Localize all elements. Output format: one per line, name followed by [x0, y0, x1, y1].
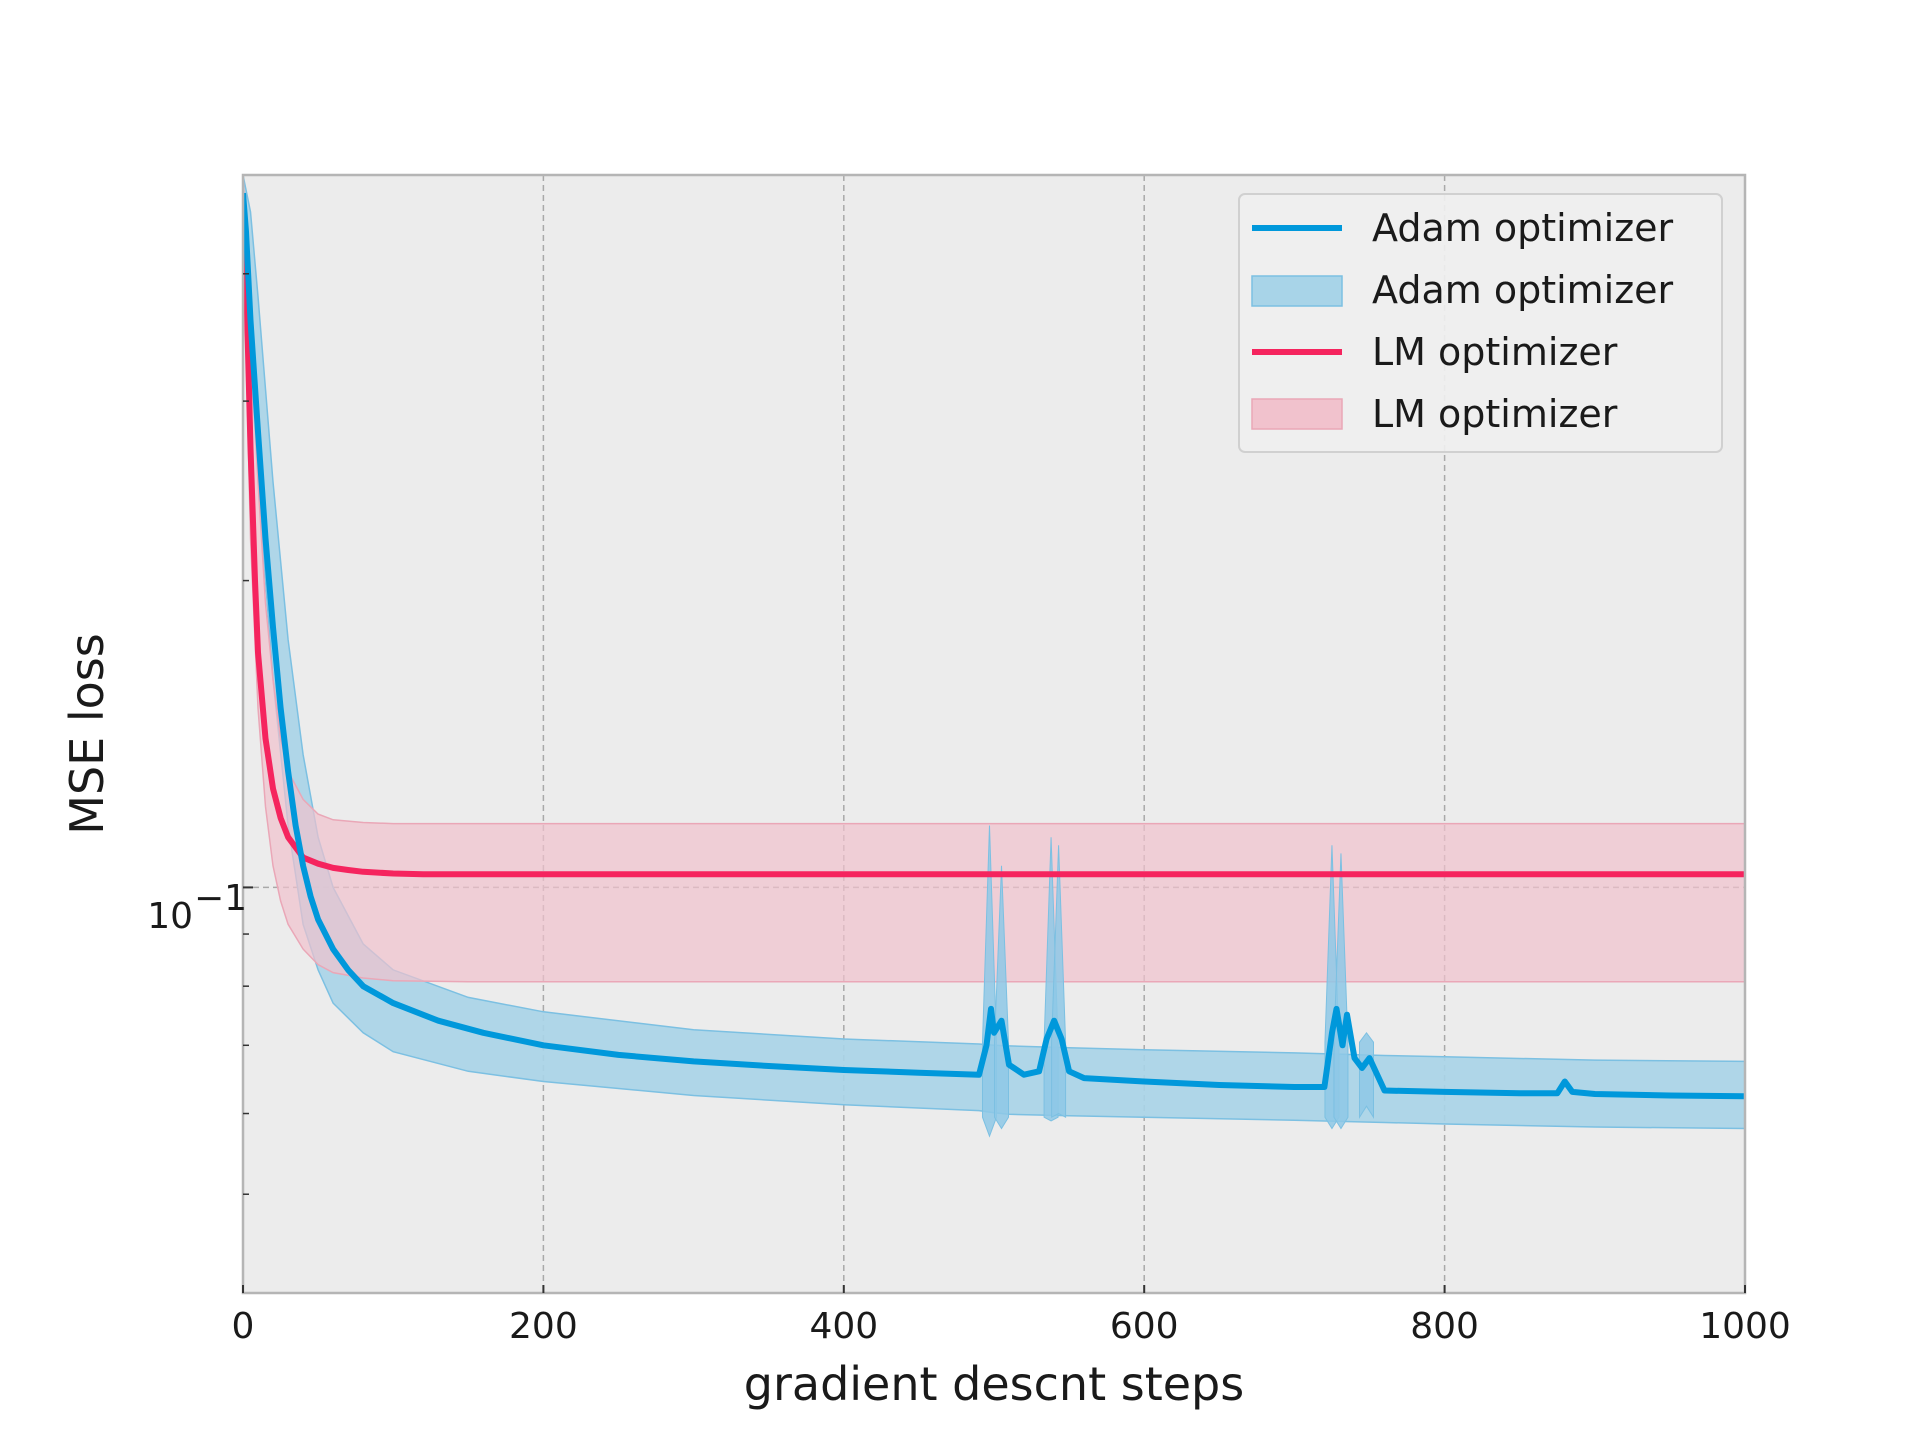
line-adam — [243, 192, 1745, 1100]
confidence-bands — [243, 175, 1745, 1138]
x-tick-label-0: 0 — [232, 1306, 255, 1347]
legend-label-adam-band: Adam optimizer — [1372, 268, 1674, 312]
x-tick-label-1000: 1000 — [1699, 1306, 1791, 1347]
legend-swatch-adam-band — [1251, 275, 1343, 307]
legend-entry-adam-line: Adam optimizer — [1252, 206, 1674, 250]
x-tick-label-400: 400 — [809, 1306, 878, 1347]
x-axis-label: gradient descnt steps — [744, 1357, 1244, 1411]
axis-ticks — [242, 273, 1746, 1293]
band-spike-1 — [994, 865, 1010, 1130]
legend-label-adam-line: Adam optimizer — [1372, 206, 1674, 250]
x-tick-label-600: 600 — [1110, 1306, 1179, 1347]
y-axis-label: MSE loss — [60, 633, 114, 834]
line-lm — [243, 192, 1745, 878]
legend: Adam optimizer Adam optimizer LM optimiz… — [1238, 193, 1723, 453]
legend-entry-adam-band: Adam optimizer — [1251, 268, 1674, 312]
legend-entry-lm-band: LM optimizer — [1251, 392, 1618, 436]
x-tick-label-200: 200 — [509, 1306, 578, 1347]
band-spike-6 — [1359, 1031, 1374, 1119]
legend-box — [1238, 193, 1723, 453]
y-tick-label-exponent: −1 — [194, 878, 247, 919]
legend-label-lm-line: LM optimizer — [1372, 330, 1618, 374]
plot-frame — [241, 173, 1747, 1295]
y-tick-label-base: 10 — [147, 896, 193, 937]
band-lm — [243, 175, 1745, 983]
legend-swatch-lm-band — [1251, 398, 1343, 430]
band-spike-5 — [1333, 853, 1349, 1130]
legend-entry-lm-line: LM optimizer — [1252, 330, 1618, 374]
legend-label-lm-band: LM optimizer — [1372, 392, 1618, 436]
x-tick-label-800: 800 — [1410, 1306, 1479, 1347]
series-lines — [243, 192, 1745, 1100]
